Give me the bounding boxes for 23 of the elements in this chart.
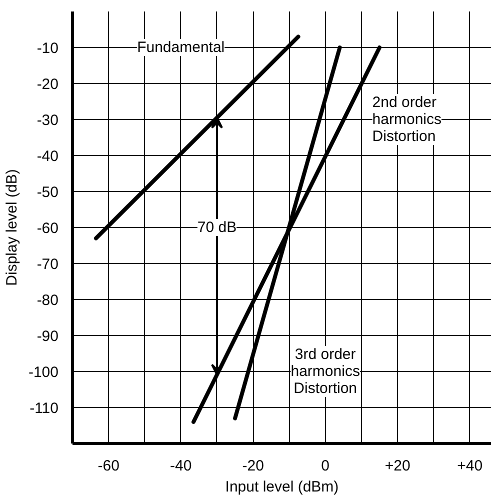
y-tick-label: -80 — [36, 292, 59, 309]
y-tick-label: -30 — [36, 112, 59, 129]
y-tick-label: -110 — [30, 400, 59, 417]
x-tick-label: -20 — [242, 458, 264, 474]
y-tick-label: -10 — [36, 40, 59, 57]
y-axis-title: Display level (dB) — [3, 169, 20, 286]
y-tick-label: -100 — [28, 364, 59, 381]
text: Fundamental — [137, 39, 225, 56]
annotation: 70 dB — [197, 219, 237, 236]
y-tick-label: -40 — [36, 148, 59, 165]
x-tick-label: -60 — [98, 458, 120, 474]
y-tick-label: -20 — [36, 76, 59, 93]
x-tick-label: 0 — [321, 458, 330, 474]
x-tick-label: +20 — [384, 458, 410, 474]
text: 3rd order harmonics Distortion — [290, 346, 360, 397]
series-label: 2nd order harmonics Distortion — [372, 94, 442, 145]
y-tick-label: -90 — [36, 328, 59, 345]
x-axis-title: Input level (dBm) — [225, 478, 339, 496]
y-tick-label: -70 — [36, 256, 59, 273]
x-tick-label: -40 — [170, 458, 192, 474]
y-tick-label: -50 — [36, 184, 59, 201]
x-tick-label: +40 — [457, 458, 483, 474]
y-tick-label: -60 — [36, 220, 59, 237]
